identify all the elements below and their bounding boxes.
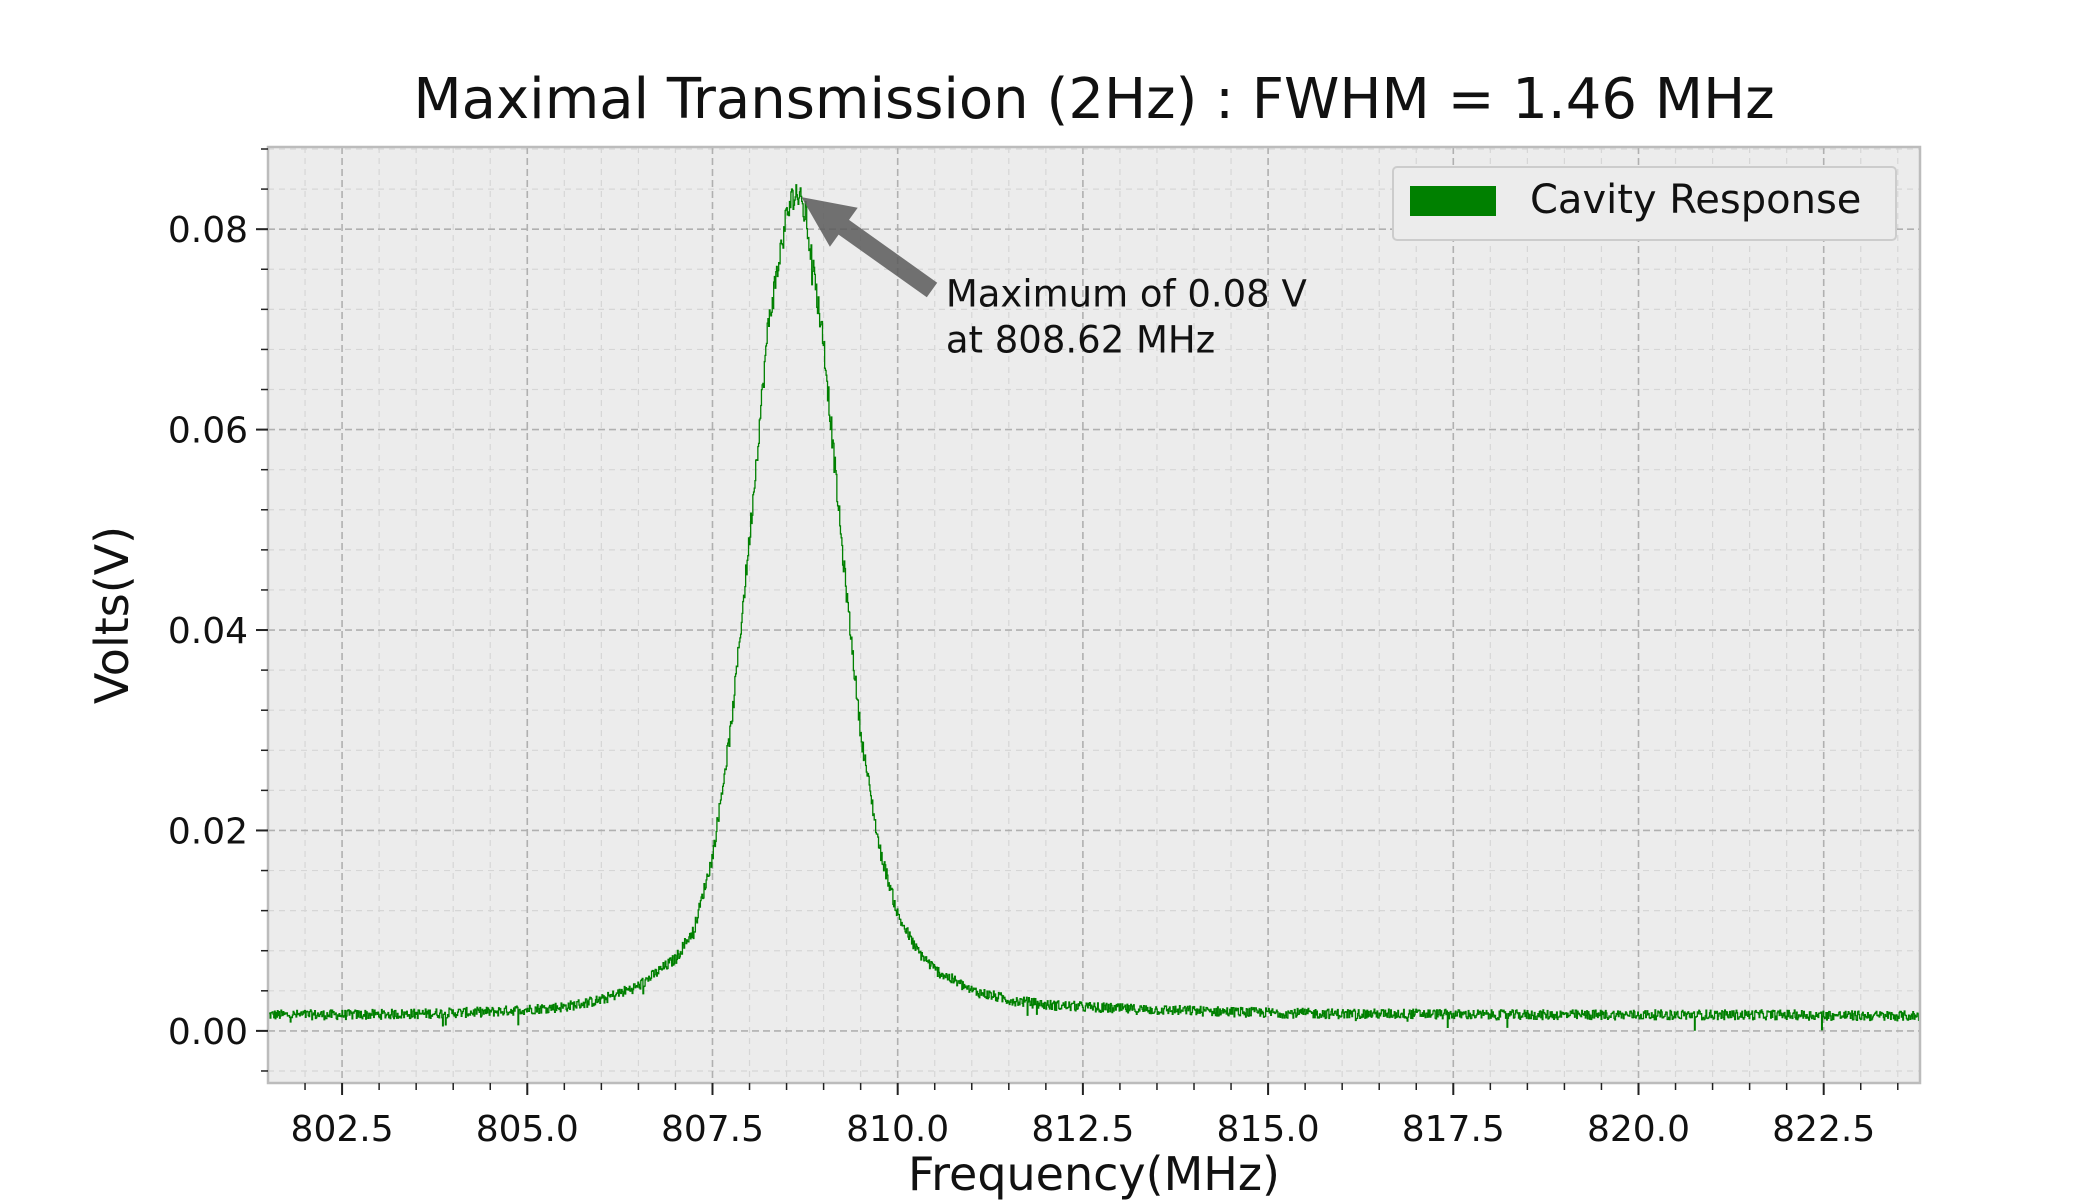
y-tick-label: 0.02 [168,811,248,852]
axis-ticks: 802.5 805.0 807.5 810.0 812.5 815.0 817.5 820.0… [168,148,1899,1150]
x-tick-label: 822.5 [1772,1109,1875,1150]
plot-background [268,147,1920,1083]
x-tick-label: 820.0 [1587,1109,1690,1150]
annotation-text-line1: Maximum of 0.08 V [946,272,1307,315]
annotation-text-line2: at 808.62 MHz [946,318,1215,361]
legend-swatch [1410,186,1496,216]
x-tick-label: 810.0 [846,1109,949,1150]
annotation: Maximum of 0.08 Vat 808.62 MHz [801,197,1307,361]
x-tick-label: 802.5 [291,1109,394,1150]
plot-frame [266,145,1922,1085]
y-tick-label: 0.00 [168,1012,248,1053]
y-axis-label: Volts(V) [85,526,139,704]
x-tick-label: 805.0 [476,1109,579,1150]
y-tick-label: 0.06 [168,411,248,452]
x-tick-label: 807.5 [661,1109,764,1150]
annotation-arrow [801,197,938,298]
legend: Cavity Response [1392,166,1897,241]
y-tick-label: 0.08 [168,210,248,251]
x-tick-label: 812.5 [1031,1109,1134,1150]
legend-label: Cavity Response [1530,177,1861,223]
x-tick-label: 817.5 [1402,1109,1505,1150]
x-axis-label: Frequency(MHz) [908,1147,1280,1200]
x-tick-label: 815.0 [1217,1109,1320,1150]
series-line-cavity-response [268,184,1921,1031]
legend-box [1392,166,1897,241]
series-layer [268,184,1921,1031]
y-tick-label: 0.04 [168,611,248,652]
minor-grid [268,147,1920,1083]
chart-title: Maximal Transmission (2Hz) : FWHM = 1.46… [413,67,1774,132]
